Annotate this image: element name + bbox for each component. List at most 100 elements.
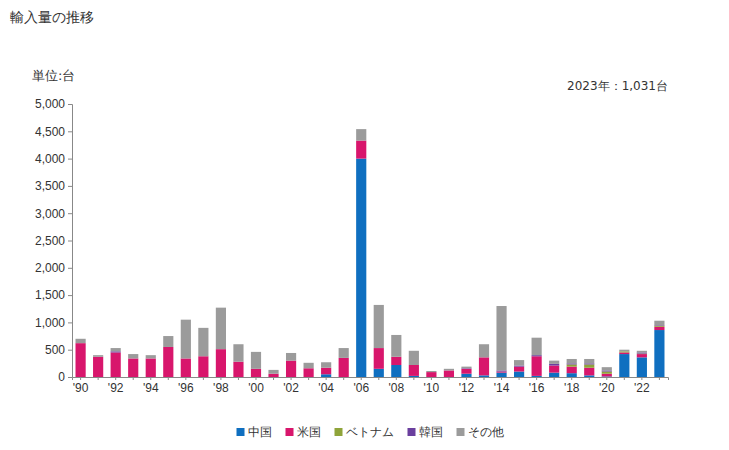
series	[567, 326, 665, 374]
legend: 中国米国ベトナム韓国その他	[237, 425, 504, 439]
tick: '02	[283, 377, 299, 395]
tick	[589, 377, 590, 380]
bar	[584, 375, 594, 377]
tick-label: 4,000	[35, 152, 65, 166]
bar	[637, 357, 647, 377]
bar	[532, 356, 542, 357]
bar	[409, 376, 419, 377]
bar	[409, 365, 419, 376]
x-axis: '90'92'94'96'98'00'02'04'06'08'10'12'14'…	[73, 377, 669, 395]
tick-mark	[624, 377, 625, 380]
tick-label: 2,500	[35, 234, 65, 248]
legend-swatch	[237, 428, 245, 436]
bar	[567, 367, 577, 374]
bar	[637, 351, 647, 353]
tick-label: 500	[45, 343, 65, 357]
bar	[461, 374, 471, 377]
bar	[654, 326, 664, 327]
tick: 3,500	[35, 179, 72, 193]
bar	[216, 308, 226, 349]
bar	[93, 357, 103, 377]
tick-mark	[68, 159, 72, 160]
bar	[356, 141, 366, 159]
legend-item: ベトナム	[335, 425, 394, 439]
tick-mark	[659, 377, 660, 380]
bar	[444, 369, 454, 371]
legend-swatch	[335, 428, 343, 436]
bar	[233, 362, 243, 377]
legend-label: 韓国	[419, 425, 443, 439]
tick: 4,500	[35, 125, 72, 139]
tick-mark	[273, 377, 274, 380]
tick-mark	[168, 377, 169, 380]
tick: '10	[424, 377, 440, 395]
axis-line	[68, 105, 73, 378]
tick-label: '94	[143, 381, 159, 395]
tick-label: '06	[353, 381, 369, 395]
tick	[624, 377, 625, 380]
bar	[76, 339, 86, 343]
tick-mark	[68, 350, 72, 351]
tick-mark	[68, 322, 72, 323]
bar	[532, 376, 542, 377]
bar	[532, 355, 542, 356]
tick-label: '16	[529, 381, 545, 395]
tick-label: '90	[73, 381, 89, 395]
tick-mark	[343, 377, 344, 380]
bar	[391, 357, 401, 365]
bar	[602, 374, 612, 377]
tick-label: '96	[178, 381, 194, 395]
bar	[268, 370, 278, 374]
tick	[519, 377, 520, 380]
bar	[514, 366, 524, 367]
legend-swatch	[408, 428, 416, 436]
tick-mark	[308, 377, 309, 380]
tick-mark	[413, 377, 414, 380]
tick: '98	[213, 377, 229, 395]
y-axis-label: 単位:台	[32, 68, 75, 83]
tick: '12	[459, 377, 475, 395]
tick-mark	[378, 377, 379, 380]
tick-label: '02	[283, 381, 299, 395]
tick: '16	[529, 377, 545, 395]
tick-label: 2,000	[35, 261, 65, 275]
bar	[549, 373, 559, 377]
bar	[286, 361, 296, 377]
tick-label: 0	[58, 370, 65, 384]
bar	[321, 374, 331, 377]
bar	[304, 363, 314, 368]
bar	[426, 372, 436, 373]
legend-label: ベトナム	[346, 425, 394, 439]
bar	[461, 368, 471, 369]
tick: '90	[73, 377, 89, 395]
bar	[198, 328, 208, 356]
bar	[391, 335, 401, 357]
tick-mark	[68, 377, 72, 378]
bar	[619, 351, 629, 352]
legend-item: 韓国	[408, 425, 443, 439]
tick: '18	[564, 377, 580, 395]
bar	[163, 347, 173, 377]
legend-swatch	[457, 428, 465, 436]
tick	[378, 377, 379, 380]
tick	[238, 377, 239, 380]
bar	[619, 354, 629, 377]
tick-label: '08	[388, 381, 404, 395]
tick: '00	[248, 377, 264, 395]
bar	[584, 359, 594, 363]
legend-item: 米国	[286, 425, 321, 439]
bar	[602, 370, 612, 371]
bar	[619, 352, 629, 354]
tick-mark	[554, 377, 555, 380]
chart: 輸入量の推移単位:台2023年：1,031台05001,0001,5002,00…	[0, 0, 729, 450]
bar	[233, 344, 243, 361]
tick-label: '04	[318, 381, 334, 395]
bar	[391, 365, 401, 377]
bar	[409, 351, 419, 365]
tick-label: '10	[424, 381, 440, 395]
bar	[251, 369, 261, 377]
bar	[181, 320, 191, 359]
tick	[448, 377, 449, 380]
bar	[496, 373, 506, 377]
bar	[602, 372, 612, 374]
